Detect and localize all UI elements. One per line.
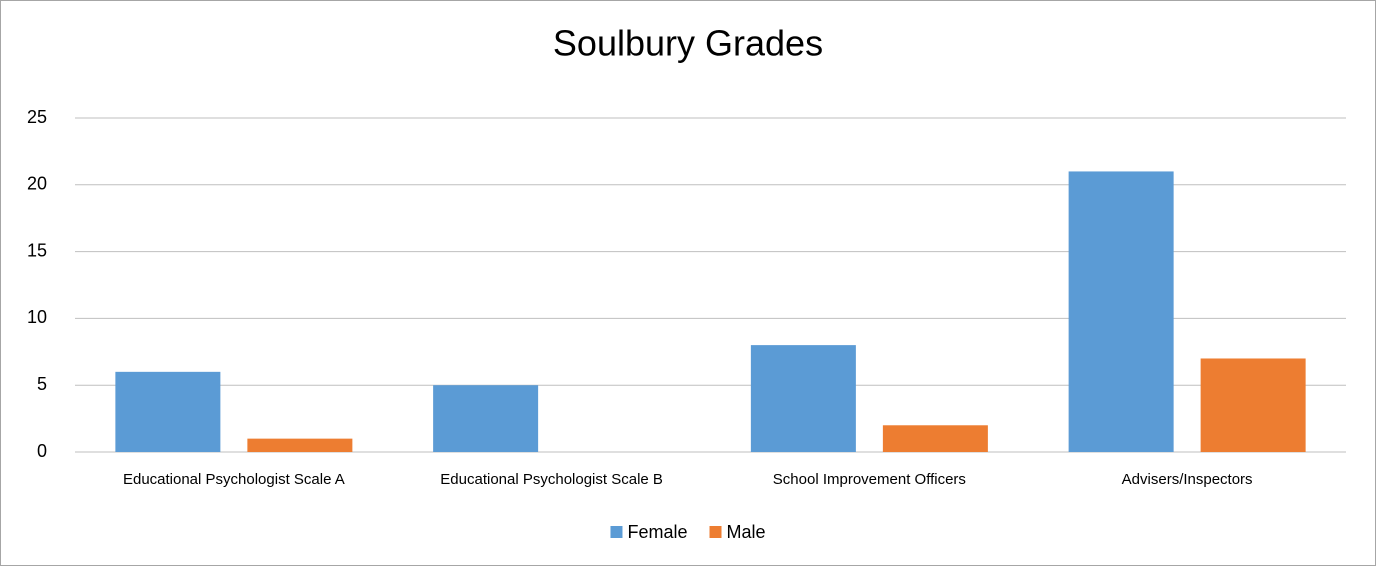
x-tick-label: Advisers/Inspectors: [1122, 471, 1253, 488]
bar: [882, 425, 988, 452]
chart-title: Soulbury Grades: [553, 23, 823, 64]
y-tick-label: 20: [27, 174, 47, 194]
bar: [1200, 358, 1306, 452]
bar: [115, 371, 221, 452]
x-tick-label: School Improvement Officers: [773, 471, 966, 488]
bar: [433, 385, 539, 452]
y-tick-label: 5: [37, 374, 47, 394]
y-tick-label: 15: [27, 240, 47, 260]
legend-swatch: [610, 526, 623, 538]
x-tick-label: Educational Psychologist Scale A: [123, 471, 345, 488]
bar: [247, 438, 353, 452]
bar: [1068, 171, 1174, 452]
bar: [750, 345, 856, 452]
y-tick-label: 25: [27, 107, 47, 127]
legend-swatch: [709, 526, 722, 538]
legend-label: Female: [627, 522, 687, 542]
x-tick-label: Educational Psychologist Scale B: [440, 471, 663, 488]
y-tick-label: 0: [37, 441, 47, 461]
y-tick-label: 10: [27, 307, 47, 327]
legend-label: Male: [727, 522, 766, 542]
